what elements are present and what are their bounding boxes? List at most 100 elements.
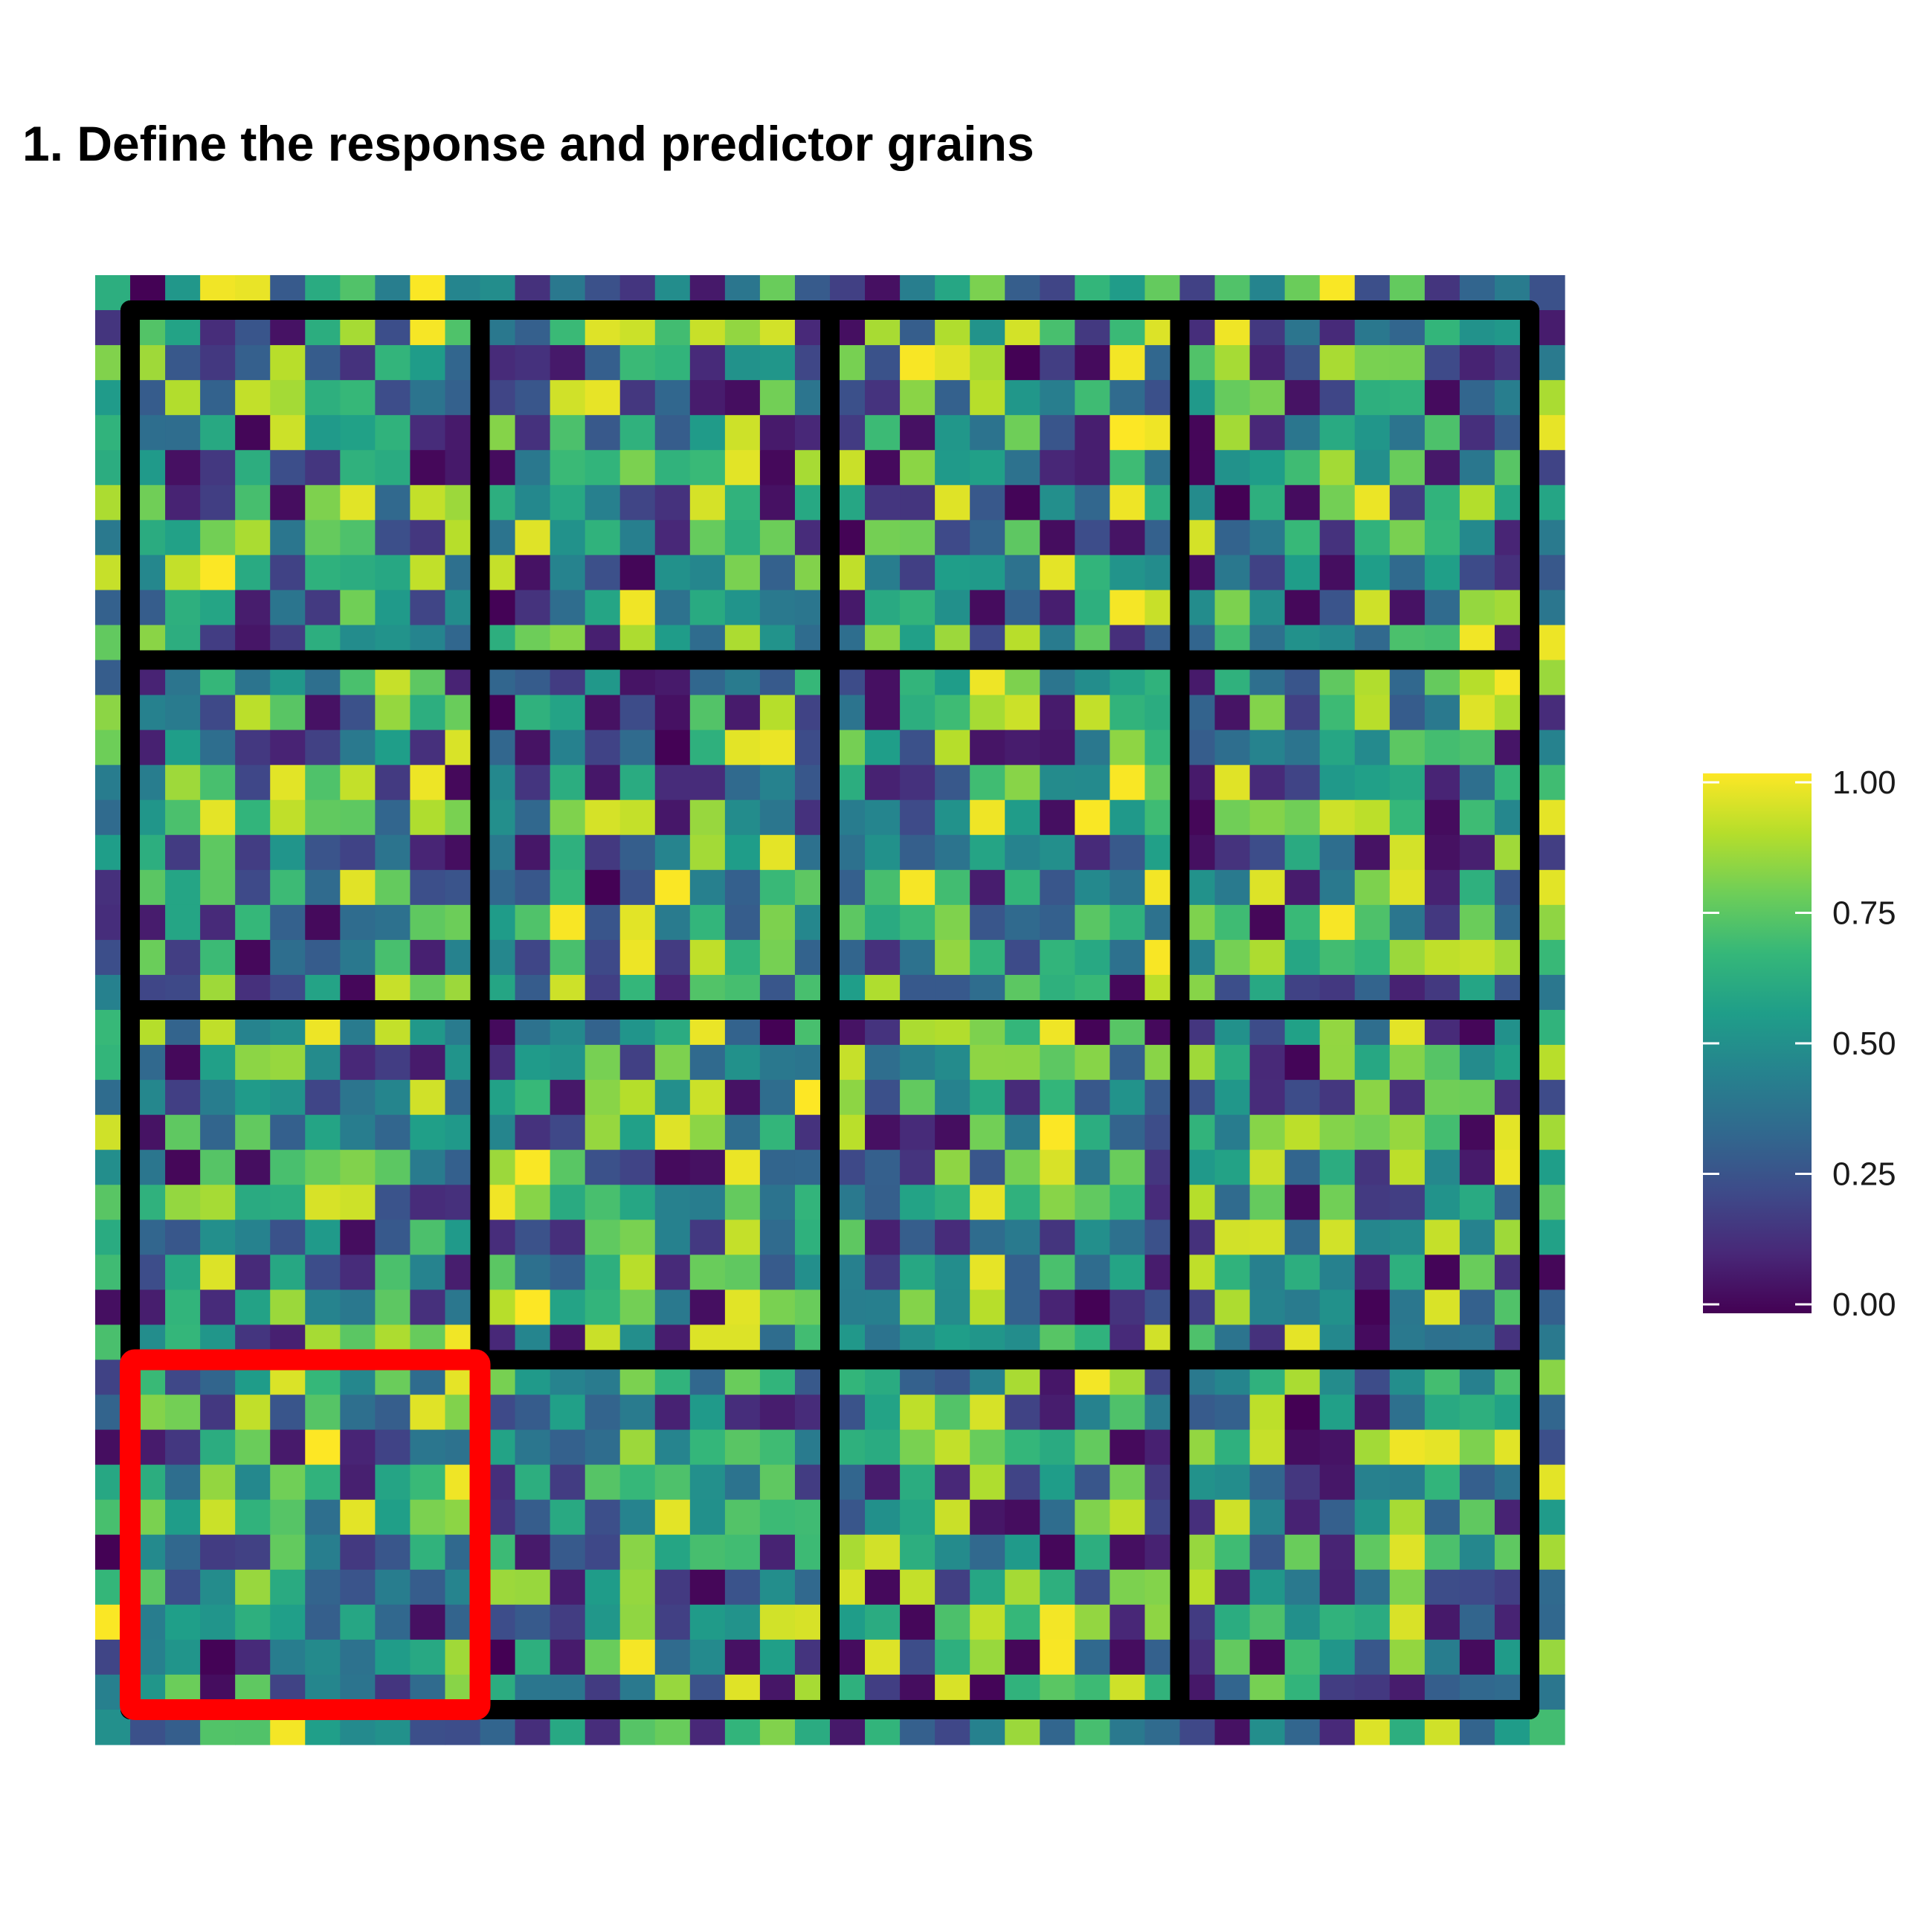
heatmap-cell xyxy=(375,345,411,381)
heatmap-cell xyxy=(1040,520,1075,556)
heatmap-cell xyxy=(270,485,306,521)
heatmap-cell xyxy=(1424,834,1461,871)
heatmap-cell xyxy=(1354,1534,1391,1571)
heatmap-cell xyxy=(935,1604,970,1640)
heatmap-cell xyxy=(410,799,446,836)
heatmap-cell xyxy=(1354,415,1391,451)
heatmap-cell xyxy=(654,1534,691,1571)
heatmap-cell xyxy=(515,1534,551,1571)
heatmap-cell xyxy=(340,1289,376,1326)
heatmap-cell xyxy=(900,1464,936,1501)
heatmap-cell xyxy=(1249,1289,1286,1326)
heatmap-cell xyxy=(165,1534,201,1571)
heatmap-cell xyxy=(585,1639,621,1675)
heatmap-cell xyxy=(1424,485,1461,521)
heatmap-cell xyxy=(550,1220,586,1255)
heatmap-cell xyxy=(935,1289,970,1326)
heatmap-cell xyxy=(1389,345,1426,381)
heatmap-cell xyxy=(340,1045,376,1081)
heatmap-cell xyxy=(865,520,901,556)
heatmap-cell xyxy=(1319,1604,1356,1640)
heatmap-cell xyxy=(410,1604,446,1640)
heatmap-cell xyxy=(1284,1289,1321,1326)
heatmap-cell xyxy=(235,834,271,871)
heatmap-cell xyxy=(1040,1220,1075,1255)
heatmap-cell xyxy=(585,1604,621,1640)
heatmap-cell xyxy=(1319,1569,1356,1606)
heatmap-cell xyxy=(689,1255,726,1290)
heatmap-cell xyxy=(1075,939,1110,976)
heatmap-cell xyxy=(165,869,201,906)
heatmap-cell xyxy=(865,1534,901,1571)
heatmap-cell xyxy=(1005,555,1040,591)
heatmap-cell xyxy=(724,380,761,416)
heatmap-cell xyxy=(550,520,586,556)
heatmap-cell xyxy=(1040,1429,1075,1466)
heatmap-cell xyxy=(340,1569,376,1606)
heatmap-cell xyxy=(1319,1429,1356,1466)
heatmap-cell xyxy=(1284,764,1321,801)
heatmap-cell xyxy=(585,904,621,941)
heatmap-cell xyxy=(550,1115,586,1150)
heatmap-cell xyxy=(619,869,656,906)
heatmap-cell xyxy=(340,1185,376,1220)
heatmap-cell xyxy=(1110,1185,1146,1220)
heatmap-cell xyxy=(235,1639,271,1675)
heatmap-cell xyxy=(689,590,726,626)
heatmap-cell xyxy=(515,1604,551,1640)
heatmap-cell xyxy=(1005,450,1040,486)
heatmap-cell xyxy=(724,799,761,836)
heatmap-cell xyxy=(1459,904,1495,941)
heatmap-cell xyxy=(1110,1080,1146,1115)
heatmap-cell xyxy=(305,485,341,521)
heatmap-cell xyxy=(1389,1534,1426,1571)
heatmap-cell xyxy=(865,1289,901,1326)
heatmap-cell xyxy=(305,1289,341,1326)
heatmap-cell xyxy=(654,415,691,451)
heatmap-cell xyxy=(1075,1394,1110,1431)
heatmap-cell xyxy=(1249,1569,1286,1606)
heatmap-cell xyxy=(654,730,691,766)
heatmap-cell xyxy=(1389,869,1426,906)
heatmap-cell xyxy=(654,1045,691,1081)
heatmap-cell xyxy=(724,834,761,871)
heatmap-cell xyxy=(1459,485,1495,521)
heatmap-cell xyxy=(1354,904,1391,941)
heatmap-cell xyxy=(235,1150,271,1185)
heatmap-cell xyxy=(1110,939,1146,976)
heatmap-cell xyxy=(1040,1115,1075,1150)
heatmap-cell xyxy=(865,555,901,591)
heatmap-cell xyxy=(1284,695,1321,731)
heatmap-cell xyxy=(1110,1150,1146,1185)
heatmap-cell xyxy=(305,1499,341,1536)
heatmap-cell xyxy=(410,1394,446,1431)
heatmap-cell xyxy=(585,1394,621,1431)
heatmap-cell xyxy=(619,1604,656,1640)
heatmap-cell xyxy=(1075,415,1110,451)
heatmap-cell xyxy=(200,1150,236,1185)
heatmap-cell xyxy=(759,1429,796,1466)
heatmap-cell xyxy=(1389,450,1426,486)
heatmap-cell xyxy=(1214,799,1251,836)
heatmap-cell xyxy=(1005,1080,1040,1115)
heatmap-cell xyxy=(375,834,411,871)
heatmap-cell xyxy=(1459,1604,1495,1640)
heatmap-cell xyxy=(935,834,970,871)
heatmap-cell xyxy=(970,450,1005,486)
heatmap-cell xyxy=(165,1499,201,1536)
heatmap-cell xyxy=(900,345,936,381)
heatmap-cell xyxy=(689,799,726,836)
heatmap-cell xyxy=(200,485,236,521)
heatmap-cell xyxy=(1040,450,1075,486)
heatmap-cell xyxy=(1040,1289,1075,1326)
heatmap-cell xyxy=(654,1604,691,1640)
heatmap-cell xyxy=(1214,1534,1251,1571)
heatmap-cell xyxy=(1110,1394,1146,1431)
heatmap-cell xyxy=(165,1220,201,1255)
heatmap-cell xyxy=(1284,1150,1321,1185)
heatmap-cell xyxy=(1424,1289,1461,1326)
heatmap-cell xyxy=(1319,939,1356,976)
heatmap-cell xyxy=(375,1604,411,1640)
heatmap-cell xyxy=(305,1534,341,1571)
heatmap-cell xyxy=(550,1499,586,1536)
